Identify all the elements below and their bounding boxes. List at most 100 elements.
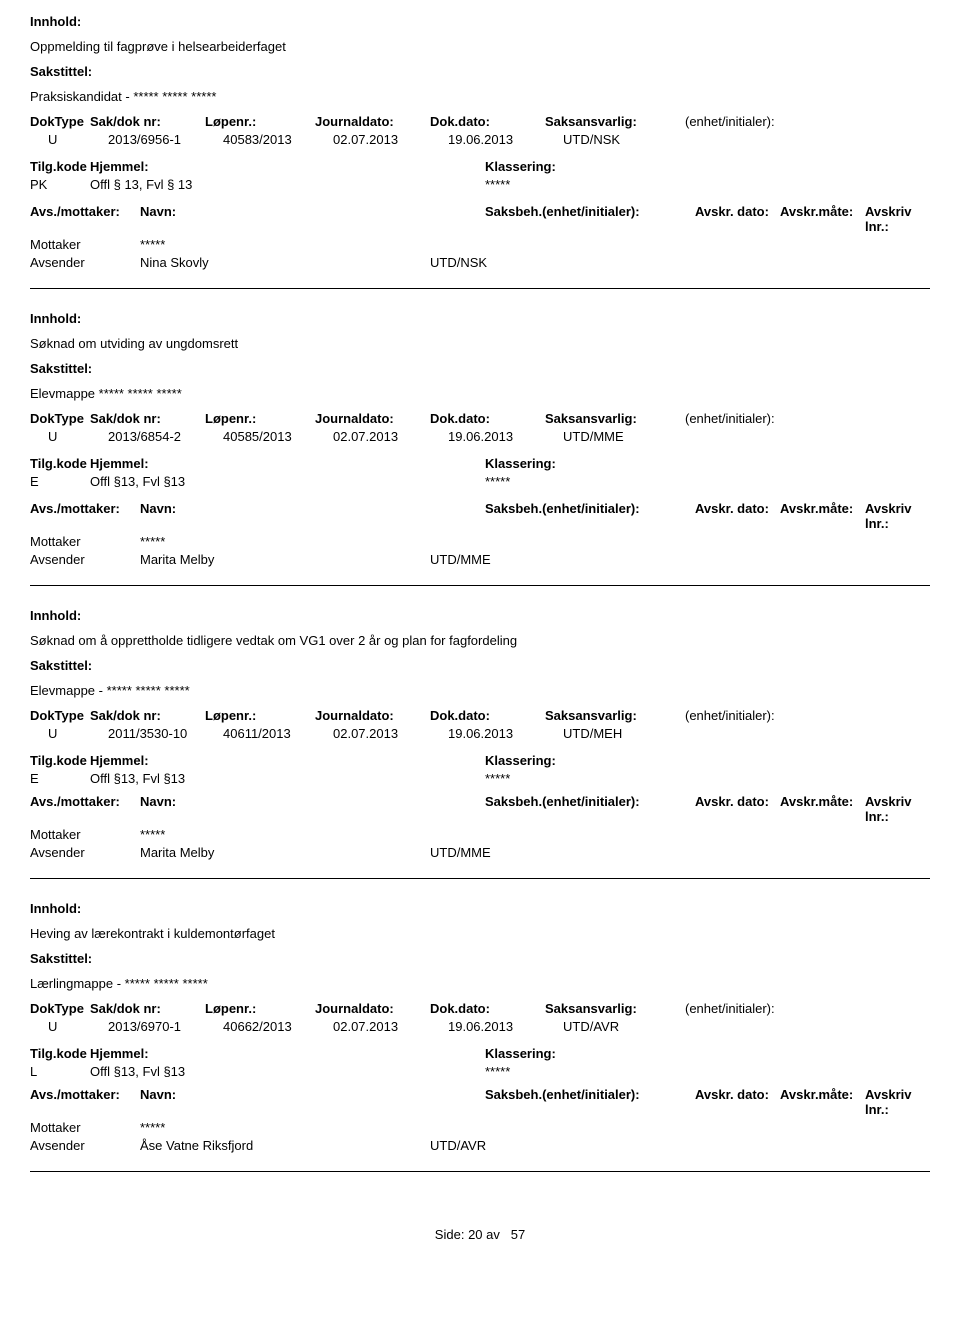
enhet-header: (enhet/initialer): (685, 708, 930, 723)
dokdato-header: Dok.dato: (430, 708, 545, 723)
navn-header: Navn: (140, 204, 485, 234)
avsender-unit: UTD/NSK (430, 255, 930, 270)
tilgkode-value: E (30, 474, 90, 489)
separator (30, 878, 930, 879)
doc-header-row: DokType Sak/dok nr: Løpenr.: Journaldato… (30, 708, 930, 723)
avsender-label: Avsender (30, 552, 140, 567)
avskrdato-header: Avskr. dato: (695, 794, 780, 824)
avskrmate-header: Avskr.måte: (780, 501, 865, 531)
tilg-value-row: E Offl §13, Fvl §13 ***** (30, 474, 930, 489)
separator (30, 288, 930, 289)
journal-entry: Innhold: Heving av lærekontrakt i kuldem… (30, 901, 930, 1153)
navn-header: Navn: (140, 501, 485, 531)
avsender-unit: UTD/MME (430, 552, 930, 567)
avsender-value: Nina Skovly (140, 255, 430, 270)
saksbeh-header: Saksbeh.(enhet/initialer): (485, 501, 695, 531)
sakstittel-label: Sakstittel: (30, 658, 930, 673)
doc-value-row: U 2013/6854-2 40585/2013 02.07.2013 19.0… (30, 429, 930, 444)
lopenr-value: 40611/2013 (223, 726, 333, 741)
journaldato-header: Journaldato: (315, 411, 430, 426)
separator (30, 1171, 930, 1172)
avsender-row: Avsender Marita Melby UTD/MME (30, 552, 930, 567)
sakdok-value: 2013/6970-1 (108, 1019, 223, 1034)
journaldato-value: 02.07.2013 (333, 429, 448, 444)
avskrlnr-header: Avskriv lnr.: (865, 1087, 930, 1117)
avsmot-header: Avs./mottaker: (30, 1087, 140, 1117)
innhold-value: Oppmelding til fagprøve i helsearbeiderf… (30, 39, 930, 54)
lopenr-header: Løpenr.: (205, 411, 315, 426)
avskrdato-header: Avskr. dato: (695, 501, 780, 531)
tilgkode-header: Tilg.kode (30, 753, 90, 768)
sakstittel-value: Lærlingmappe - ***** ***** ***** (30, 976, 930, 991)
avsmot-header: Avs./mottaker: (30, 204, 140, 234)
sakdok-value: 2013/6854-2 (108, 429, 223, 444)
hjemmel-header: Hjemmel: (90, 1046, 485, 1061)
avsmot-header-row: Avs./mottaker: Navn: Saksbeh.(enhet/init… (30, 204, 930, 234)
dokdato-value: 19.06.2013 (448, 726, 563, 741)
tilgkode-header: Tilg.kode (30, 159, 90, 174)
innhold-value: Søknad om utviding av ungdomsrett (30, 336, 930, 351)
doc-value-row: U 2013/6970-1 40662/2013 02.07.2013 19.0… (30, 1019, 930, 1034)
doktype-header: DokType (30, 1001, 90, 1016)
sakdok-header: Sak/dok nr: (90, 1001, 205, 1016)
innhold-label: Innhold: (30, 901, 930, 916)
dokdato-header: Dok.dato: (430, 114, 545, 129)
mottaker-value: ***** (140, 237, 930, 252)
avsender-unit: UTD/AVR (430, 1138, 930, 1153)
total-pages: 57 (511, 1227, 525, 1242)
sakdok-value: 2011/3530-10 (108, 726, 223, 741)
saksansvarlig-value: UTD/AVR (563, 1019, 703, 1034)
tilgkode-value: PK (30, 177, 90, 192)
tilgkode-header: Tilg.kode (30, 456, 90, 471)
page-container: Innhold: Oppmelding til fagprøve i helse… (0, 0, 960, 1282)
sakstittel-value: Elevmappe - ***** ***** ***** (30, 683, 930, 698)
mottaker-label: Mottaker (30, 827, 140, 842)
avsender-label: Avsender (30, 845, 140, 860)
lopenr-header: Løpenr.: (205, 1001, 315, 1016)
innhold-label: Innhold: (30, 311, 930, 326)
tilgkode-header: Tilg.kode (30, 1046, 90, 1061)
dokdato-header: Dok.dato: (430, 1001, 545, 1016)
mottaker-row: Mottaker ***** (30, 827, 930, 842)
avsender-value: Marita Melby (140, 552, 430, 567)
enhet-value (703, 132, 930, 147)
doc-header-row: DokType Sak/dok nr: Løpenr.: Journaldato… (30, 1001, 930, 1016)
sakstittel-value: Elevmappe ***** ***** ***** (30, 386, 930, 401)
doktype-header: DokType (30, 114, 90, 129)
sakstittel-label: Sakstittel: (30, 64, 930, 79)
doc-header-row: DokType Sak/dok nr: Løpenr.: Journaldato… (30, 114, 930, 129)
saksansvarlig-header: Saksansvarlig: (545, 708, 685, 723)
sakdok-value: 2013/6956-1 (108, 132, 223, 147)
doc-value-row: U 2013/6956-1 40583/2013 02.07.2013 19.0… (30, 132, 930, 147)
avsender-row: Avsender Marita Melby UTD/MME (30, 845, 930, 860)
saksansvarlig-value: UTD/MME (563, 429, 703, 444)
tilg-header-row: Tilg.kode Hjemmel: Klassering: (30, 753, 930, 768)
hjemmel-header: Hjemmel: (90, 159, 485, 174)
avsender-unit: UTD/MME (430, 845, 930, 860)
klassering-value: ***** (485, 1064, 930, 1079)
avsender-value: Åse Vatne Riksfjord (140, 1138, 430, 1153)
avsmot-header-row: Avs./mottaker: Navn: Saksbeh.(enhet/init… (30, 1087, 930, 1117)
sakstittel-label: Sakstittel: (30, 951, 930, 966)
avskrlnr-header: Avskriv lnr.: (865, 794, 930, 824)
journal-entry: Innhold: Søknad om å opprettholde tidlig… (30, 608, 930, 860)
tilgkode-value: L (30, 1064, 90, 1079)
avsender-value: Marita Melby (140, 845, 430, 860)
enhet-value (703, 726, 930, 741)
avskrmate-header: Avskr.måte: (780, 1087, 865, 1117)
saksansvarlig-header: Saksansvarlig: (545, 411, 685, 426)
avsender-label: Avsender (30, 255, 140, 270)
dokdato-value: 19.06.2013 (448, 429, 563, 444)
lopenr-value: 40585/2013 (223, 429, 333, 444)
avsender-row: Avsender Nina Skovly UTD/NSK (30, 255, 930, 270)
saksansvarlig-header: Saksansvarlig: (545, 114, 685, 129)
lopenr-header: Løpenr.: (205, 708, 315, 723)
doktype-header: DokType (30, 708, 90, 723)
lopenr-value: 40583/2013 (223, 132, 333, 147)
doktype-value: U (30, 726, 108, 741)
doktype-value: U (30, 429, 108, 444)
tilg-value-row: L Offl §13, Fvl §13 ***** (30, 1064, 930, 1079)
avsmot-header-row: Avs./mottaker: Navn: Saksbeh.(enhet/init… (30, 794, 930, 824)
tilg-value-row: E Offl §13, Fvl §13 ***** (30, 771, 930, 786)
dokdato-value: 19.06.2013 (448, 1019, 563, 1034)
